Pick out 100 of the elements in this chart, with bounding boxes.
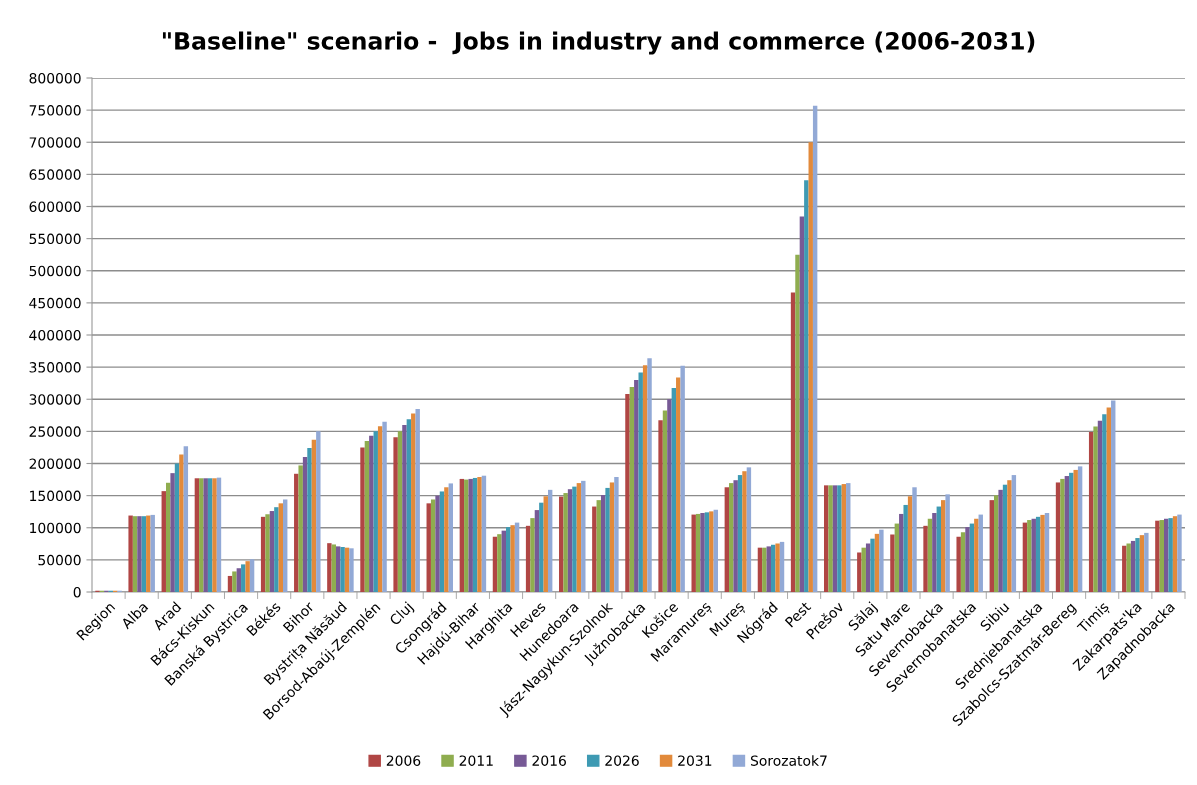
bar [1139,535,1145,592]
bar [700,512,705,592]
bar [194,478,200,592]
bar [477,476,482,592]
legend-label: 2016 [532,755,566,766]
bar [770,544,776,592]
bar [283,499,288,592]
bar [1097,420,1103,592]
bar [965,527,970,592]
bar [1040,514,1045,592]
bar [146,515,151,592]
bar [245,561,250,592]
bar [415,408,420,592]
bar [1126,543,1131,592]
bar [729,483,734,592]
bar [232,571,237,592]
bar [775,543,780,592]
bar [1168,518,1173,592]
bar [260,516,266,592]
y-tick-label: 200000 [29,458,81,469]
bar [448,483,454,592]
bar [1035,516,1041,592]
y-tick-label: 50000 [38,554,81,566]
bar [203,478,208,592]
bar [629,387,635,592]
bar [804,180,809,592]
bar [1093,426,1098,592]
bar [779,541,785,592]
bar [1055,482,1061,592]
bar [989,500,994,592]
bar [1027,520,1032,592]
bar [795,254,800,592]
bar [212,478,217,592]
bar [1077,466,1083,592]
bar [676,377,681,592]
bar [402,424,407,592]
bar [501,530,507,592]
bar [709,511,714,592]
bar [808,142,813,592]
bar [411,413,416,592]
legend-label: 2011 [459,755,493,766]
bar [1031,518,1036,592]
y-tick-label: 500000 [29,265,81,277]
bar [340,547,345,592]
bar [1073,469,1078,592]
y-tick-label: 450000 [29,297,81,309]
bar [638,372,643,592]
y-tick-label: 650000 [29,169,81,180]
bar [960,532,966,592]
bar [426,503,431,592]
y-tick-label: 800000 [29,72,81,84]
bar [903,504,908,592]
bar [165,482,171,592]
bar [1159,520,1165,592]
y-tick-label: 250000 [29,426,81,437]
bar [547,489,553,592]
bar [335,546,341,592]
bar [865,543,871,592]
bar [497,534,502,592]
bar [344,547,350,592]
bar [832,485,838,592]
bar [572,486,577,592]
bar [174,463,180,592]
bar [534,510,540,592]
bar [936,506,942,592]
bar [307,448,312,592]
bar [360,447,365,592]
bar [662,410,668,592]
bar [879,529,884,592]
legend-label: Sorozatok7 [750,755,827,766]
bar [397,431,403,592]
bar [647,358,652,592]
bar [1144,532,1149,592]
y-tick-label: 550000 [29,233,81,245]
bar [406,419,412,592]
bar [642,365,648,592]
bar [430,499,436,592]
bar [468,478,473,592]
bar [207,478,213,592]
bar [506,527,511,592]
bar [945,494,950,592]
bar [1060,478,1065,592]
bar [969,523,975,592]
bar [543,496,548,592]
bar [459,478,465,592]
bar [1102,414,1107,592]
bar [890,534,895,592]
bar [464,479,469,592]
bar [559,496,564,592]
bar [510,525,515,592]
bar [137,516,142,592]
bar [369,435,374,592]
y-tick-label: 750000 [29,105,81,116]
bar [927,518,933,592]
bar [316,431,321,592]
bar [444,487,449,592]
bar [596,500,601,592]
bar [857,552,862,592]
bar [998,489,1003,592]
bar [974,518,979,592]
